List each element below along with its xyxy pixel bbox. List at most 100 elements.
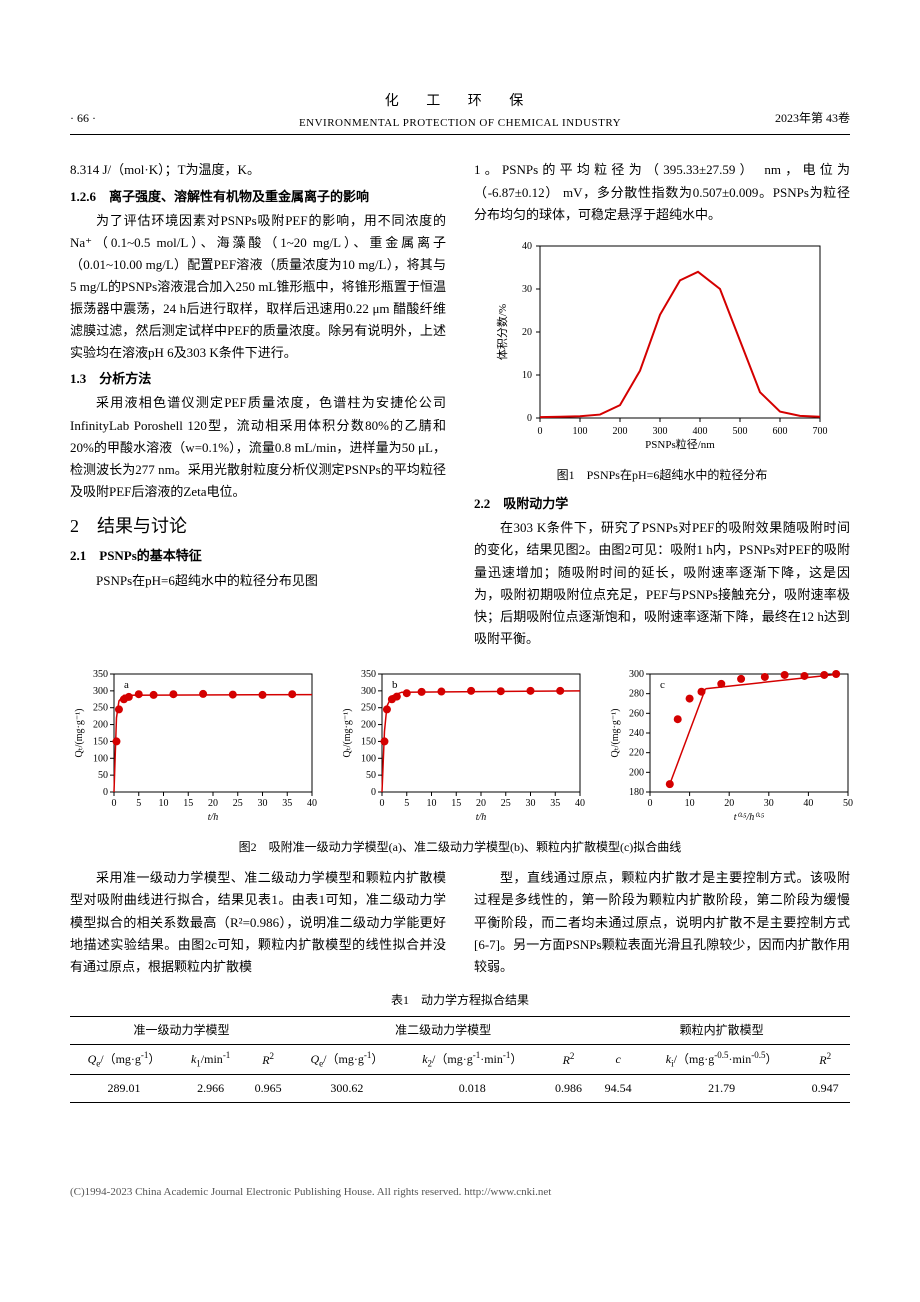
svg-text:150: 150 [361,736,376,747]
svg-text:500: 500 [733,426,748,437]
two-column-content: 8.314 J/（mol·K）；T为温度，K。 1.2.6 离子强度、溶解性有机… [70,159,850,651]
figure-2: 0510152025303540050100150200250300350at/… [70,664,850,857]
svg-text:15: 15 [183,798,193,809]
svg-text:0: 0 [112,798,117,809]
svg-text:30: 30 [522,284,532,295]
svg-text:150: 150 [93,736,108,747]
bottom-right-col: 型，直线通过原点，颗粒内扩散才是主要控制方式。该吸附过程是多线性的，第一阶段为颗… [474,867,850,979]
volume-info: 2023年第 43卷 [775,108,850,128]
svg-text:200: 200 [93,719,108,730]
svg-text:200: 200 [613,426,628,437]
th: R2 [800,1044,850,1075]
svg-text:20: 20 [476,798,486,809]
table1: 准一级动力学模型 准二级动力学模型 颗粒内扩散模型 Qe/（mg·g-1） k1… [70,1016,850,1102]
svg-text:20: 20 [208,798,218,809]
td: 0.986 [544,1075,594,1102]
table1-group-1: 准一级动力学模型 [70,1017,293,1044]
journal-title-cn: 化 工 环 保 [70,90,850,114]
svg-text:Qₜ/(mg·g⁻¹): Qₜ/(mg·g⁻¹) [74,708,85,757]
para-continuation: 8.314 J/（mol·K）；T为温度，K。 [70,159,446,181]
right-column: 1。PSNPs的平均粒径为（395.33±27.59） nm，电位为（-6.87… [474,159,850,651]
svg-text:600: 600 [773,426,788,437]
svg-text:10: 10 [685,798,695,809]
svg-text:0: 0 [648,798,653,809]
svg-text:t/h: t/h [208,812,219,823]
th: R2 [544,1044,594,1075]
svg-text:300: 300 [629,669,644,680]
heading-1-2-6: 1.2.6 离子强度、溶解性有机物及重金属离子的影响 [70,186,446,208]
td: 21.79 [643,1075,800,1102]
svg-text:25: 25 [501,798,511,809]
svg-text:10: 10 [427,798,437,809]
svg-text:c: c [660,679,665,691]
left-column: 8.314 J/（mol·K）；T为温度，K。 1.2.6 离子强度、溶解性有机… [70,159,446,651]
heading-1-3: 1.3 分析方法 [70,368,446,390]
svg-text:350: 350 [361,669,376,680]
svg-text:10: 10 [159,798,169,809]
heading-2: 2 结果与讨论 [70,511,446,542]
svg-text:40: 40 [522,241,532,252]
th: k2/（mg·g-1·min-1） [401,1044,544,1075]
bottom-text-columns: 采用准一级动力学模型、准二级动力学模型和颗粒内扩散模型对吸附曲线进行拟合，结果见… [70,867,850,979]
page-root: · 66 · 化 工 环 保 ENVIRONMENTAL PROTECTION … [0,0,920,1143]
td: 289.01 [70,1075,178,1102]
page-number: · 66 · [70,108,96,128]
svg-text:700: 700 [813,426,828,437]
svg-text:10: 10 [522,370,532,381]
svg-text:100: 100 [573,426,588,437]
td: 300.62 [293,1075,401,1102]
svg-text:0: 0 [371,787,376,798]
svg-text:15: 15 [451,798,461,809]
table1-title: 表1 动力学方程拟合结果 [70,990,850,1010]
para-kinetics: 在303 K条件下，研究了PSNPs对PEF的吸附效果随吸附时间的变化，结果见图… [474,517,850,650]
svg-text:40: 40 [307,798,317,809]
svg-text:350: 350 [93,669,108,680]
svg-text:20: 20 [522,327,532,338]
bottom-para-right: 型，直线通过原点，颗粒内扩散才是主要控制方式。该吸附过程是多线性的，第一阶段为颗… [474,867,850,977]
fig2-panels: 0510152025303540050100150200250300350at/… [70,664,850,831]
heading-2-2: 2.2 吸附动力学 [474,493,850,515]
fig2-panel-c: 01020304050180200220240260280300ct⁰·⁵/h⁰… [606,664,856,831]
td: 94.54 [593,1075,643,1102]
svg-text:50: 50 [98,770,108,781]
svg-text:20: 20 [724,798,734,809]
page-header: · 66 · 化 工 环 保 ENVIRONMENTAL PROTECTION … [70,90,850,135]
svg-text:260: 260 [629,708,644,719]
td: 0.965 [243,1075,293,1102]
svg-text:t/h: t/h [476,812,487,823]
fig1-chart: 0100200300400500600700010203040PSNPs粒径/n… [492,234,832,454]
para-results-cont: 1。PSNPs的平均粒径为（395.33±27.59） nm，电位为（-6.87… [474,159,850,225]
svg-text:a: a [124,679,129,691]
svg-text:t⁰·⁵/h⁰·⁵: t⁰·⁵/h⁰·⁵ [734,812,765,823]
td: 2.966 [178,1075,243,1102]
svg-text:40: 40 [575,798,585,809]
svg-text:300: 300 [361,686,376,697]
td: 0.018 [401,1075,544,1102]
td: 0.947 [800,1075,850,1102]
svg-text:300: 300 [93,686,108,697]
svg-text:5: 5 [136,798,141,809]
svg-text:200: 200 [629,767,644,778]
para-results-1: PSNPs在pH=6超纯水中的粒径分布见图 [70,570,446,592]
svg-text:Qₜ/(mg·g⁻¹): Qₜ/(mg·g⁻¹) [342,708,353,757]
fig1-caption: 图1 PSNPs在pH=6超纯水中的粒径分布 [474,465,850,485]
svg-text:0: 0 [527,413,532,424]
table1-group-2: 准二级动力学模型 [293,1017,593,1044]
svg-text:280: 280 [629,689,644,700]
th: Qe/（mg·g-1） [293,1044,401,1075]
footer-copyright: (C)1994-2023 China Academic Journal Elec… [0,1183,920,1222]
svg-text:50: 50 [366,770,376,781]
svg-text:体积分数/%: 体积分数/% [495,304,509,360]
heading-2-1: 2.1 PSNPs的基本特征 [70,545,446,567]
svg-text:240: 240 [629,728,644,739]
svg-text:0: 0 [538,426,543,437]
svg-text:0: 0 [103,787,108,798]
bottom-para-left: 采用准一级动力学模型、准二级动力学模型和颗粒内扩散模型对吸附曲线进行拟合，结果见… [70,867,446,977]
svg-text:Qₜ/(mg·g⁻¹): Qₜ/(mg·g⁻¹) [610,708,621,757]
svg-text:35: 35 [282,798,292,809]
svg-text:50: 50 [843,798,853,809]
svg-text:40: 40 [803,798,813,809]
journal-title-en: ENVIRONMENTAL PROTECTION OF CHEMICAL IND… [70,114,850,133]
table1-group-row: 准一级动力学模型 准二级动力学模型 颗粒内扩散模型 [70,1017,850,1044]
svg-text:b: b [392,679,398,691]
